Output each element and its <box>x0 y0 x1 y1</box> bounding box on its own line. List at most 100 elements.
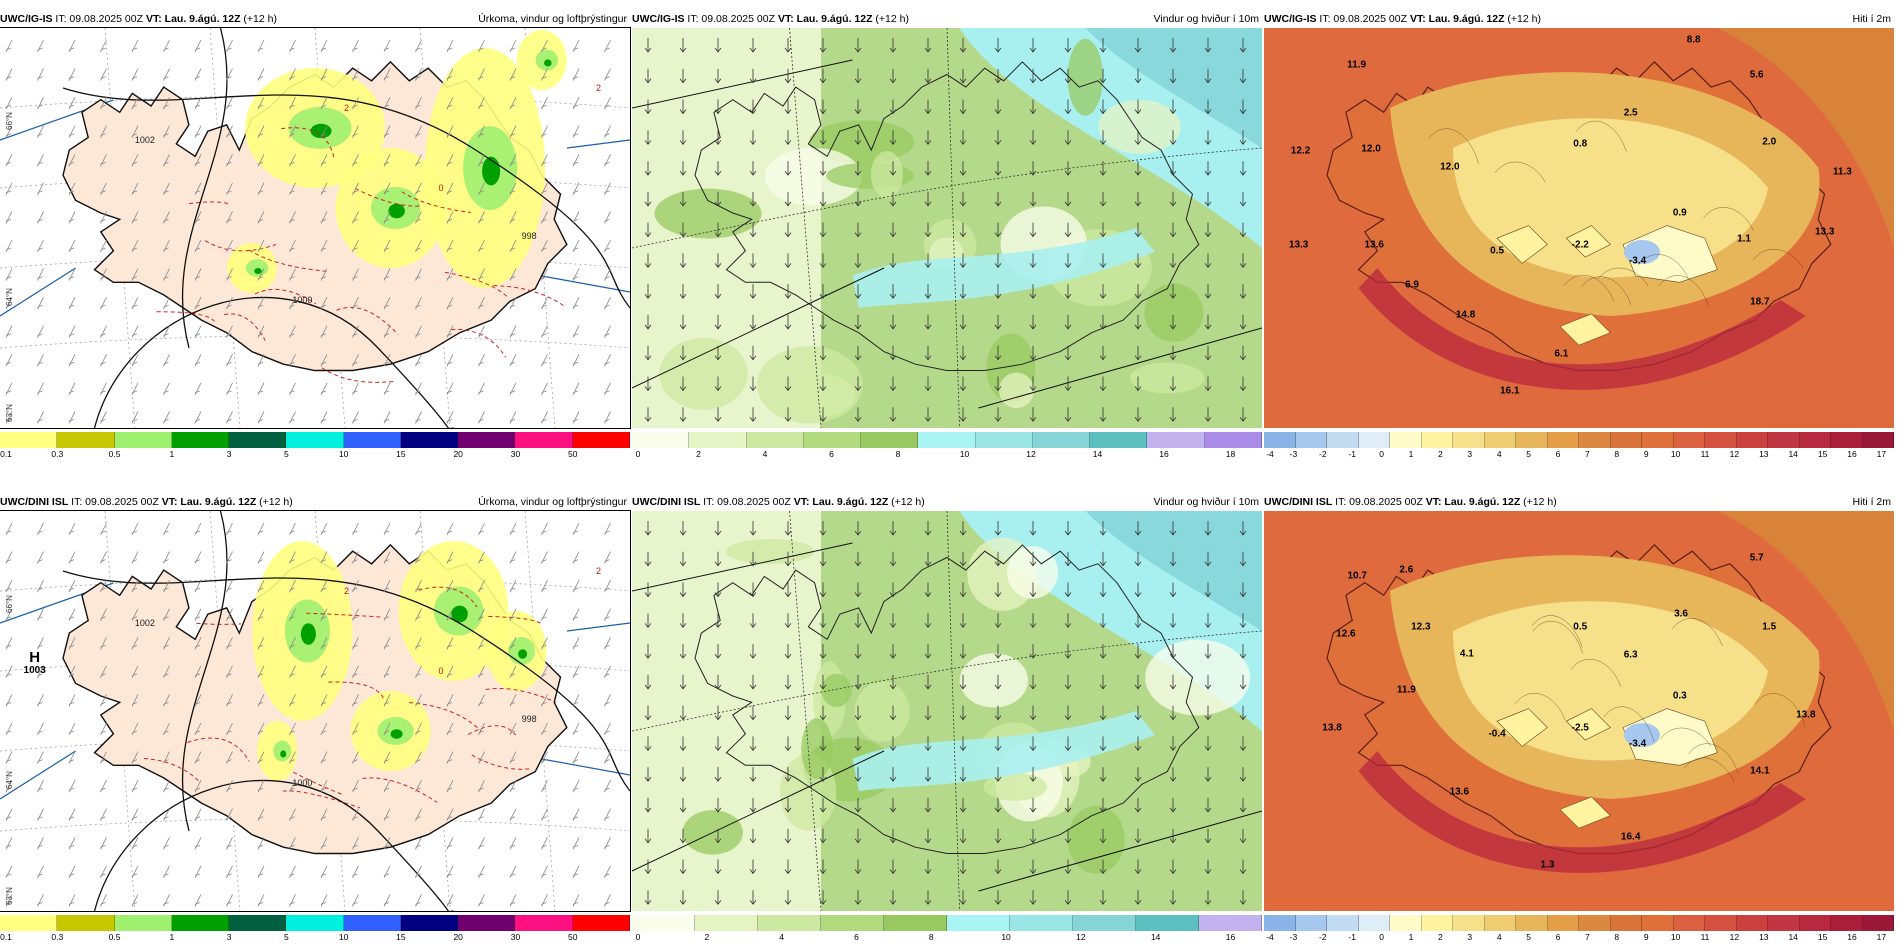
colorbar-tick-label: 12 <box>1729 932 1740 942</box>
temp-map: 5.7 10.7 2.6 3.6 0.5 1.5 12.6 12.3 4.1 6.3 11.9 0.3… <box>1264 511 1894 911</box>
temperature-value: -0.4 <box>1488 728 1506 740</box>
colorbar-tick-label: 15 <box>1817 449 1828 459</box>
temperature-value: 13.3 <box>1288 239 1309 251</box>
isobar-label: 0 <box>438 183 444 193</box>
colorbar-swatch <box>758 915 821 931</box>
colorbar-swatch <box>286 432 344 448</box>
colorbar-swatch <box>57 915 115 931</box>
panel-header: UWC/DINI ISL IT: 09.08.2025 00Z VT: Lau. … <box>632 495 1262 509</box>
temperature-value: 3.6 <box>1674 608 1688 620</box>
temperature-value: 12.6 <box>1336 628 1356 640</box>
colorbar-tick-label: 12 <box>1026 449 1036 459</box>
lead-time: (+12 h) <box>1520 496 1557 508</box>
colorbar-swatch <box>1295 915 1327 931</box>
latitude-label: 66°N <box>5 595 14 613</box>
lead-time: (+12 h) <box>888 496 925 508</box>
colorbar-swatch <box>1199 915 1262 931</box>
colorbar-swatch <box>1610 432 1642 448</box>
colorbar-swatch <box>1453 432 1485 448</box>
colorbar-swatch <box>1010 915 1073 931</box>
colorbar-swatch <box>1642 915 1674 931</box>
colorbar-tick-label: -3 <box>1289 932 1298 942</box>
colorbar-tick-label: 13 <box>1759 932 1769 942</box>
colorbar-swatch <box>947 915 1010 931</box>
colorbar-tick-label: 10 <box>1001 932 1011 942</box>
colorbar-tick-label: 0.5 <box>108 932 121 942</box>
colorbar-tick-label: 1 <box>1408 449 1414 459</box>
colorbar-tick-label: 8 <box>895 449 901 459</box>
temperature-value: 18.7 <box>1750 296 1770 308</box>
colorbar-tick-label: 14 <box>1788 449 1798 459</box>
colorbar-tick-label: 10 <box>1670 932 1681 942</box>
colorbar-tick-label: 18 <box>1225 449 1236 459</box>
colorbar-tick-label: 2 <box>1438 449 1443 459</box>
colorbar-tick-label: 0.3 <box>51 449 64 459</box>
panel-header: UWC/IG-IS IT: 09.08.2025 00Z VT: Lau. 9.á… <box>1264 12 1894 26</box>
colorbar-tick-label: 4 <box>762 449 768 459</box>
valid-time: VT: Lau. 9.ágú. 12Z <box>161 496 257 508</box>
temp-colorbar <box>1264 432 1894 448</box>
latitude-label: 63°N <box>5 404 14 422</box>
colorbar-swatch <box>803 432 862 448</box>
colorbar-tick-label: 0 <box>635 449 641 459</box>
colorbar-swatch <box>632 915 695 931</box>
colorbar-swatch <box>1579 432 1611 448</box>
colorbar-swatch <box>1421 915 1453 931</box>
colorbar-tick-label: 5 <box>1526 449 1531 459</box>
colorbar-swatch <box>1862 915 1894 931</box>
colorbar-swatch <box>1831 915 1863 931</box>
colorbar-tick-label: 30 <box>510 449 521 459</box>
colorbar-swatch <box>746 432 804 448</box>
colorbar-swatch <box>1204 432 1262 448</box>
colorbar-swatch <box>286 915 344 931</box>
init-time: IT: 09.08.2025 00Z <box>52 13 143 25</box>
colorbar-ticks: 0.1 0.3 0.5 1 3 5 10 15 20 30 50 <box>0 449 630 460</box>
colorbar-swatch <box>1610 915 1642 931</box>
precip-map: 1002 1000 998 2 0 2 66°N 64°N 63°N H 1003 <box>0 510 631 912</box>
wind-colorbar <box>632 915 1262 931</box>
colorbar-tick-label: 16 <box>1847 932 1857 942</box>
colorbar-tick-label: 10 <box>959 449 970 459</box>
temperature-value: 8.8 <box>1686 34 1701 46</box>
temperature-value: 6.9 <box>1405 279 1419 291</box>
colorbar-tick-label: 16 <box>1159 449 1169 459</box>
colorbar-tick-label: -4 <box>1266 449 1274 459</box>
colorbar-tick-label: 3 <box>226 449 232 459</box>
colorbar-swatch <box>689 432 747 448</box>
init-time: IT: 09.08.2025 00Z <box>1316 13 1407 25</box>
colorbar-tick-label: 9 <box>1643 449 1649 459</box>
isobar-label: 2 <box>343 586 350 596</box>
colorbar-tick-label: 16 <box>1225 932 1236 942</box>
model-name: UWC/DINI ISL <box>632 496 701 508</box>
temperature-value: 11.9 <box>1347 59 1367 71</box>
colorbar-tick-label: 20 <box>453 932 463 942</box>
isobar-label: 2 <box>343 103 350 113</box>
colorbar-tick-label: 3 <box>1467 449 1473 459</box>
colorbar-swatch <box>229 915 287 931</box>
colorbar-ticks: -4 -3 -2 -1 0 1 2 3 4 5 6 7 8 9 10 11 12 13 14 15 16 17 <box>1264 932 1894 943</box>
colorbar-swatch <box>1358 915 1390 931</box>
colorbar-tick-label: -4 <box>1266 932 1274 942</box>
panel-title: Vindur og hviður í 10m <box>1153 13 1259 25</box>
colorbar-tick-label: 1 <box>1408 932 1414 942</box>
high-pressure-value: 1003 <box>23 665 46 676</box>
colorbar-tick-label: 2 <box>704 932 710 942</box>
colorbar-tick-label: 8 <box>1614 449 1620 459</box>
colorbar-swatch <box>114 432 172 448</box>
colorbar-swatch <box>1136 915 1199 931</box>
colorbar-swatch <box>1421 432 1453 448</box>
init-time: IT: 09.08.2025 00Z <box>68 496 159 508</box>
lead-time: (+12 h) <box>256 496 293 508</box>
colorbar-swatch <box>400 432 459 448</box>
colorbar-tick-label: 50 <box>567 449 578 459</box>
colorbar-tick-label: 11 <box>1700 449 1710 459</box>
colorbar-swatch <box>114 915 172 931</box>
temperature-value: -2.5 <box>1571 722 1589 734</box>
temperature-value: 5.7 <box>1749 552 1764 564</box>
model-name: UWC/IG-IS <box>0 13 53 25</box>
colorbar-tick-label: -1 <box>1348 932 1356 942</box>
temperature-value: 16.1 <box>1499 385 1520 397</box>
temperature-value: 11.3 <box>1832 166 1852 178</box>
panel-title: Vindur og hviður í 10m <box>1153 496 1259 508</box>
valid-time: VT: Lau. 9.ágú. 12Z <box>777 13 873 25</box>
